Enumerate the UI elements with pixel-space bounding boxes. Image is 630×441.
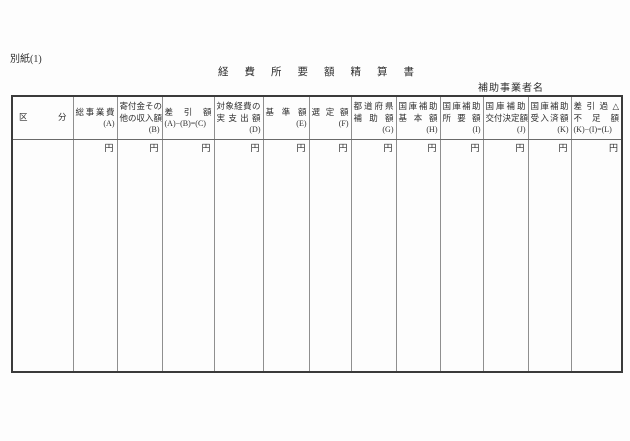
header-line: 交付決定額 — [485, 112, 528, 123]
amount-cell-national-subsidy-received: 円 — [527, 139, 572, 373]
header-line: 受入済額 — [530, 112, 569, 123]
column-header-national-subsidy-granted: 国庫補助 交付決定額 (J) — [482, 95, 529, 140]
header-line: 補助額 — [353, 112, 394, 123]
yen-unit-label: 円 — [470, 143, 480, 153]
attachment-label: 別紙(1) — [10, 54, 42, 65]
yen-unit-label: 円 — [296, 143, 306, 153]
amount-cell-total-project-cost: 円 — [72, 139, 118, 373]
header-line: 対象経費の — [216, 101, 261, 111]
column-header-total-project-cost: 総事業費 (A) — [72, 95, 118, 140]
column-header-national-subsidy-base: 国庫補助 基本額 (H) — [395, 95, 441, 140]
header-code-label: (D) — [249, 125, 261, 134]
yen-unit-label: 円 — [427, 143, 437, 153]
header-code-label: (I) — [472, 125, 481, 134]
yen-unit-label: 円 — [149, 143, 159, 153]
column-header-standard-amount: 基準額 (E) — [262, 95, 310, 140]
yen-unit-label: 円 — [338, 143, 348, 153]
header-line: 国庫補助 — [485, 101, 526, 111]
header-line: 差引額 — [164, 106, 212, 117]
column-header-balance: 差引額 (A)−(B)=(C) — [161, 95, 215, 140]
header-code-label: (G) — [382, 125, 394, 134]
header-line: 国庫補助 — [530, 101, 569, 111]
header-code-label: (A) — [103, 119, 115, 129]
table-header-row: 区分 総事業費 (A) 寄付金その 他の収入額 (B) 差引額 (A)−(B)=(C) 対象経費… — [11, 95, 623, 140]
header-line: 不足額 — [573, 112, 620, 123]
header-line: 寄付金その — [119, 101, 162, 111]
header-line: 都道府県 — [353, 101, 394, 111]
document-title: 経費所要額精算書 — [218, 67, 430, 78]
amount-cell-standard-amount: 円 — [262, 139, 310, 373]
column-header-over-or-shortage: 差引過△ 不足額 (K)−(I)=(L) — [570, 95, 623, 140]
yen-unit-label: 円 — [104, 143, 114, 153]
yen-unit-label: 円 — [608, 143, 618, 153]
header-code-label: (A)−(B)=(C) — [164, 119, 206, 129]
header-line: 基本額 — [398, 112, 438, 123]
yen-unit-label: 円 — [201, 143, 211, 153]
header-code-label: (E) — [296, 119, 307, 129]
header-line: 基準額 — [265, 106, 307, 117]
amount-cell-national-subsidy-granted: 円 — [482, 139, 529, 373]
column-header-national-subsidy-received: 国庫補助 受入済額 (K) — [527, 95, 572, 140]
amount-cell-balance: 円 — [161, 139, 215, 373]
amount-cell-category — [11, 139, 74, 373]
yen-unit-label: 円 — [250, 143, 260, 153]
header-line: 国庫補助 — [442, 101, 481, 111]
amount-cell-national-subsidy-base: 円 — [395, 139, 441, 373]
column-header-selected-amount: 選定額 (F) — [308, 95, 352, 140]
header-code-label: (B) — [148, 125, 160, 134]
header-line: 差引過△ — [573, 101, 620, 111]
yen-unit-label: 円 — [383, 143, 393, 153]
header-line: 選定額 — [311, 106, 349, 117]
yen-unit-label: 円 — [515, 143, 525, 153]
column-header-target-expense-actual: 対象経費の 実支出額 (D) — [213, 95, 264, 140]
amount-cell-prefectural-subsidy: 円 — [350, 139, 397, 373]
header-line: 実支出額 — [216, 112, 261, 123]
header-code-label: (F) — [338, 119, 349, 129]
column-header-prefectural-subsidy: 都道府県 補助額 (G) — [350, 95, 397, 140]
header-line: 区分 — [19, 112, 67, 123]
amount-cell-over-or-shortage: 円 — [570, 139, 623, 373]
column-header-national-subsidy-required: 国庫補助 所要額 (I) — [439, 95, 484, 140]
column-header-category: 区分 — [11, 95, 74, 140]
header-code-label: (H) — [426, 125, 438, 134]
header-line: 所要額 — [442, 112, 481, 123]
table-body-row: 円円円円円円円円円円円円 — [11, 139, 623, 373]
amount-cell-donations-other-income: 円 — [116, 139, 163, 373]
column-header-donations-other-income: 寄付金その 他の収入額 (B) — [116, 95, 163, 140]
amount-cell-target-expense-actual: 円 — [213, 139, 264, 373]
amount-cell-national-subsidy-required: 円 — [439, 139, 484, 373]
header-code-label: (K) — [557, 125, 569, 134]
header-code-label: (J) — [517, 125, 526, 134]
header-line: 国庫補助 — [398, 101, 438, 111]
subsidized-operator-label: 補助事業者名 — [478, 83, 544, 94]
header-line: 総事業費 — [75, 106, 115, 117]
expense-settlement-table: 区分 総事業費 (A) 寄付金その 他の収入額 (B) 差引額 (A)−(B)=(C) 対象経費… — [11, 95, 623, 373]
yen-unit-label: 円 — [558, 143, 568, 153]
header-line: 他の収入額 — [119, 112, 162, 123]
amount-cell-selected-amount: 円 — [308, 139, 352, 373]
header-code-label: (K)−(I)=(L) — [573, 125, 612, 134]
